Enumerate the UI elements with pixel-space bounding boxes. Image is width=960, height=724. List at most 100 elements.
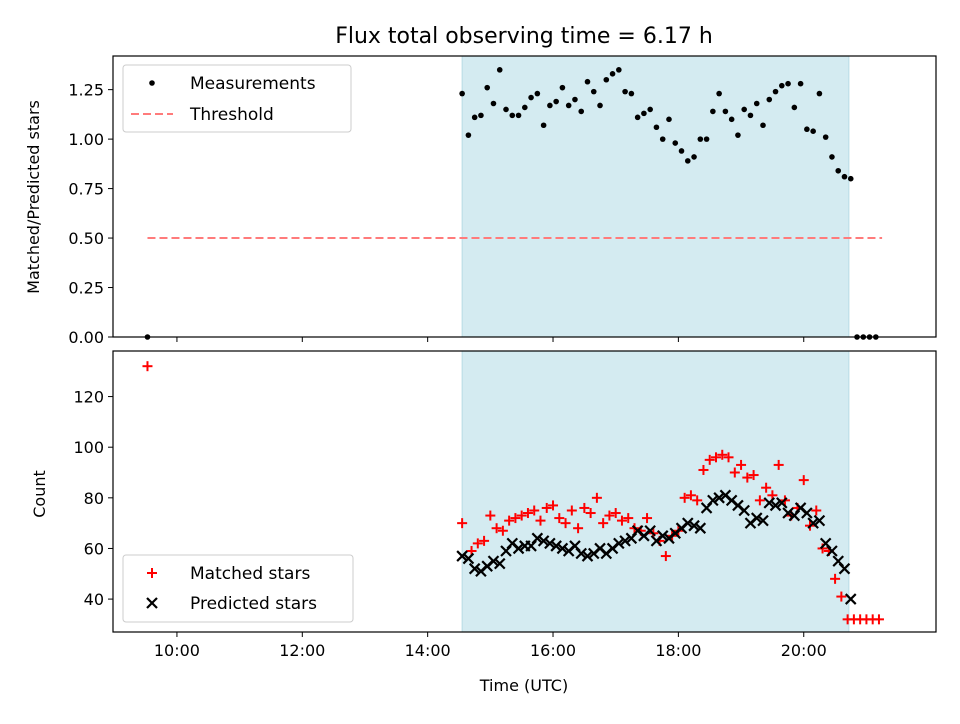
measurement-point [753, 100, 760, 107]
measurement-point [816, 90, 823, 97]
predicted-star-stroke [776, 497, 788, 509]
predicted-star-stroke [801, 507, 813, 519]
bottom-panel: 40 60 80 100 120 10:00 12:00 14:00 16:00 18:00 20… [30, 350, 937, 695]
measurement-point [747, 112, 754, 119]
measurement-point [503, 106, 509, 113]
y-tick-label: 0.75 [68, 180, 104, 199]
predicted-star-point [844, 593, 857, 605]
measurement-point [847, 175, 854, 182]
predicted-star-point [750, 512, 763, 524]
matched-star-point [761, 482, 772, 493]
legend-matched-label: Matched stars [190, 564, 310, 584]
matched-star-point [717, 449, 728, 460]
matched-star-point [598, 518, 609, 529]
predicted-star-point [738, 504, 750, 517]
measurement-point [559, 84, 566, 91]
matched-star-point [560, 518, 571, 529]
legend-predicted-marker [146, 597, 158, 609]
matched-star-point [585, 508, 596, 519]
matched-star-point [736, 459, 747, 470]
predicted-star-point [456, 550, 468, 562]
measurement-point [584, 78, 591, 85]
predicted-star-stroke [531, 532, 544, 545]
predicted-star-point [544, 537, 556, 550]
predicted-star-stroke [468, 562, 481, 575]
predicted-star-point [462, 552, 475, 565]
predicted-star-point [801, 507, 813, 519]
predicted-star-point [656, 530, 669, 542]
measurement-point [728, 116, 735, 123]
measurement-point [760, 122, 766, 129]
matched-star-point [704, 454, 715, 465]
measurement-point [484, 84, 491, 91]
predicted-star-point [487, 555, 500, 567]
measurement-point [490, 100, 497, 107]
measurement-point [703, 136, 710, 142]
legend-threshold-label: Threshold [189, 105, 274, 125]
top-legend: Measurements Threshold [122, 64, 352, 133]
predicted-star-point [682, 517, 694, 529]
chart-title: Flux total observing time = 6.17 h [335, 24, 713, 49]
matched-star-point [504, 515, 515, 526]
matched-star-point [742, 472, 753, 483]
measurement-point [647, 106, 653, 113]
matched-star-point [830, 573, 841, 584]
predicted-star-point [776, 497, 788, 509]
top-y-label: Matched/Predicted stars [24, 100, 43, 294]
measurement-point [616, 67, 622, 73]
measurement-point [672, 140, 679, 146]
matched-star-point [616, 515, 627, 526]
legend-predicted-label: Predicted stars [190, 594, 317, 614]
predicted-star-stroke [619, 535, 631, 547]
predicted-star-stroke [763, 497, 776, 509]
measurement-point [684, 158, 691, 164]
measurement-point [691, 154, 697, 160]
observing-window-shade-bottom [461, 350, 850, 633]
predicted-star-stroke [694, 522, 707, 534]
predicted-star-stroke [550, 540, 562, 552]
predicted-star-stroke [682, 517, 694, 529]
predicted-star-point [807, 517, 819, 529]
matched-star-point [698, 464, 709, 475]
predicted-star-stroke [750, 512, 763, 524]
measurement-point [666, 116, 672, 123]
measurement-point [459, 90, 465, 97]
predicted-star-stroke [569, 540, 581, 552]
matched-star-point [773, 459, 784, 470]
matched-star-point [548, 500, 559, 511]
predicted-star-stroke [537, 535, 550, 547]
y-tick-label: 40 [84, 590, 104, 609]
measurement-point [779, 82, 785, 89]
measurement-point [835, 167, 842, 174]
matched-star-point [485, 510, 496, 521]
measurement-point [522, 104, 528, 111]
predicted-star-stroke [782, 507, 794, 519]
matched-star-point [472, 538, 483, 549]
observing-window-shade [461, 55, 850, 338]
matched-star-point [491, 523, 502, 534]
measurement-point [609, 71, 616, 77]
measurement-point [785, 80, 791, 87]
measurement-point [804, 126, 810, 133]
predicted-star-stroke [707, 494, 719, 507]
matched-star-point [566, 505, 577, 516]
predicted-star-point [493, 557, 506, 570]
y-tick-label: 0.25 [68, 279, 104, 298]
x-tick-label: 12:00 [279, 641, 325, 660]
predicted-star-stroke [844, 593, 857, 605]
predicted-star-stroke [757, 514, 769, 527]
top-panel: 0.00 0.25 0.50 0.75 1.00 1.25 Matched/Predict… [24, 55, 937, 347]
predicted-star-stroke [794, 502, 807, 514]
matched-star-point [516, 510, 527, 521]
x-tick-label: 10:00 [154, 641, 200, 660]
measurement-point [603, 76, 610, 83]
matched-star-point [836, 591, 847, 602]
measurement-point [547, 102, 553, 109]
matched-star-point [604, 510, 615, 521]
predicted-star-stroke [556, 542, 569, 555]
predicted-star-stroke [506, 537, 519, 550]
legend-measurements-label: Measurements [190, 74, 316, 94]
matched-star-point [873, 614, 884, 625]
measurement-point [678, 148, 685, 154]
measurement-point [829, 154, 835, 160]
